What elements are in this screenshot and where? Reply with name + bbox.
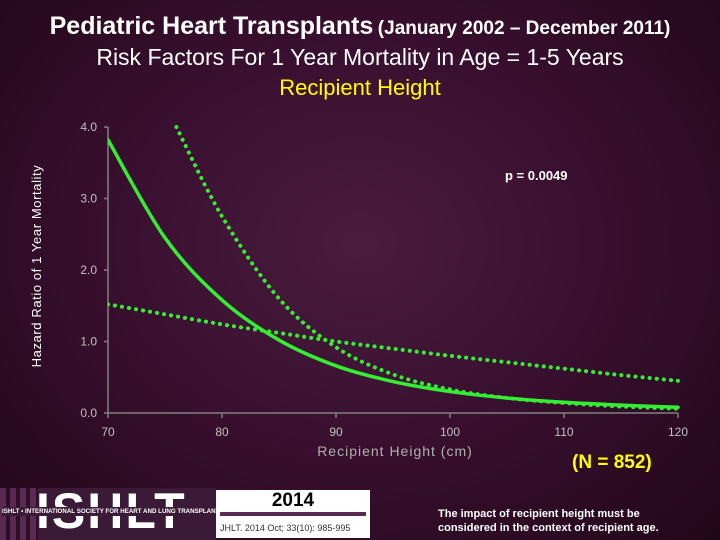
citation-divider [220, 512, 366, 516]
y-tick-label: 0.0 [80, 406, 97, 420]
title-main: Pediatric Heart Transplants [49, 12, 374, 40]
footnote: The impact of recipient height must be c… [438, 507, 659, 535]
citation-year: 2014 [271, 490, 315, 511]
slide-subtitle: Risk Factors For 1 Year Mortality in Age… [96, 44, 624, 70]
sample-size-label: (N = 852) [572, 452, 652, 473]
y-tick-label: 3.0 [80, 192, 97, 206]
hazard-ratio-line [108, 138, 680, 410]
ishlt-logo: ISHLT ISHLT • INTERNATIONAL SOCIETY FOR … [0, 488, 216, 540]
x-axis-label: Recipient Height (cm) [317, 443, 473, 459]
y-tick-label: 2.0 [80, 263, 97, 277]
title-date-range: (January 2002 – December 2011) [377, 18, 671, 39]
x-tick-label: 110 [554, 425, 573, 439]
x-tick-label: 120 [668, 425, 688, 439]
footnote-line-2: considered in the context of recipient a… [438, 522, 659, 534]
citation-text: JHLT. 2014 Oct; 33(10): 985-995 [220, 523, 351, 533]
y-tick-label: 4.0 [80, 120, 97, 134]
p-value-annotation: p = 0.0049 [505, 168, 568, 183]
citation-box: 2014 JHLT. 2014 Oct; 33(10): 985-995 [216, 490, 370, 538]
x-tick-label: 70 [101, 425, 115, 439]
x-tick-label: 90 [329, 425, 343, 439]
x-tick-label: 100 [440, 425, 460, 439]
x-tick-label: 80 [215, 425, 229, 439]
variable-title: Recipient Height [279, 75, 441, 100]
confidence-bound-line-2 [108, 302, 680, 383]
y-axis-label: Hazard Ratio of 1 Year Mortality [29, 165, 44, 368]
footnote-line-1: The impact of recipient height must be [438, 508, 640, 520]
confidence-bound-line-1 [174, 125, 680, 411]
slide-title: Pediatric Heart Transplants (January 200… [0, 12, 720, 41]
y-tick-label: 1.0 [80, 335, 97, 349]
logo-tagline: ISHLT • INTERNATIONAL SOCIETY FOR HEART … [2, 507, 216, 516]
